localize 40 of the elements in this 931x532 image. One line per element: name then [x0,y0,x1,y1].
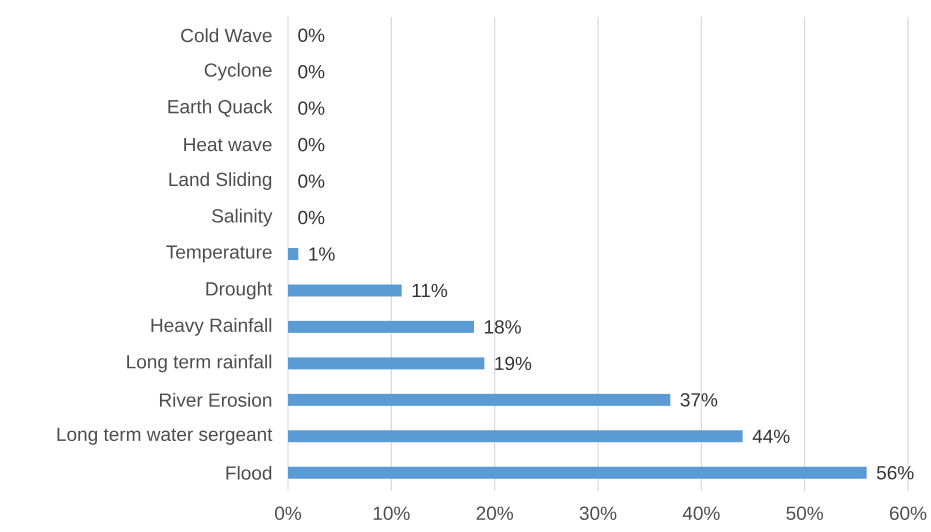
data-label: 0% [298,28,324,42]
y-tick-label: Temperature [166,245,272,262]
bar [288,320,474,333]
y-tick-label: Land Sliding [169,172,272,190]
bar [288,357,484,370]
data-label: 19% [495,356,532,370]
x-tick-label: 10% [374,506,410,520]
y-tick-label: Heat wave [184,138,272,152]
y-tick-label: Long term rainfall [127,354,272,372]
x-tick-label: 20% [476,506,513,520]
x-tick-label: 0% [275,506,302,520]
data-label: 0% [298,174,324,188]
y-tick-label: River Erosion [160,392,272,407]
x-tick-label: 30% [580,506,616,520]
data-label: 44% [752,430,790,443]
data-label: 11% [412,284,448,298]
y-tick-label: Salinity [212,208,272,226]
data-label: 0% [298,101,324,115]
bar [288,430,743,442]
y-tick-label: Earth Quack [168,99,272,117]
x-tick-label: 40% [682,506,720,520]
data-label: 1% [309,247,335,261]
y-tick-label: Cold Wave [181,28,272,42]
data-label: 18% [484,320,521,334]
bar [288,466,867,479]
data-label: 37% [680,393,718,407]
data-label: 56% [876,466,914,480]
y-tick-label: Cyclone [204,62,272,81]
y-tick-label: Drought [206,282,272,300]
bar [288,284,402,296]
y-tick-label: Heavy Rainfall [152,318,272,336]
data-label: 0% [298,64,324,78]
bar [288,394,670,406]
data-label: 0% [298,138,324,152]
y-tick-label: Flood [226,466,272,480]
x-tick-label: 50% [786,506,823,520]
data-label: 0% [298,210,324,224]
y-tick-label: Long term water sergeant [58,428,272,445]
x-tick-label: 60% [890,506,926,520]
bar [288,248,298,260]
